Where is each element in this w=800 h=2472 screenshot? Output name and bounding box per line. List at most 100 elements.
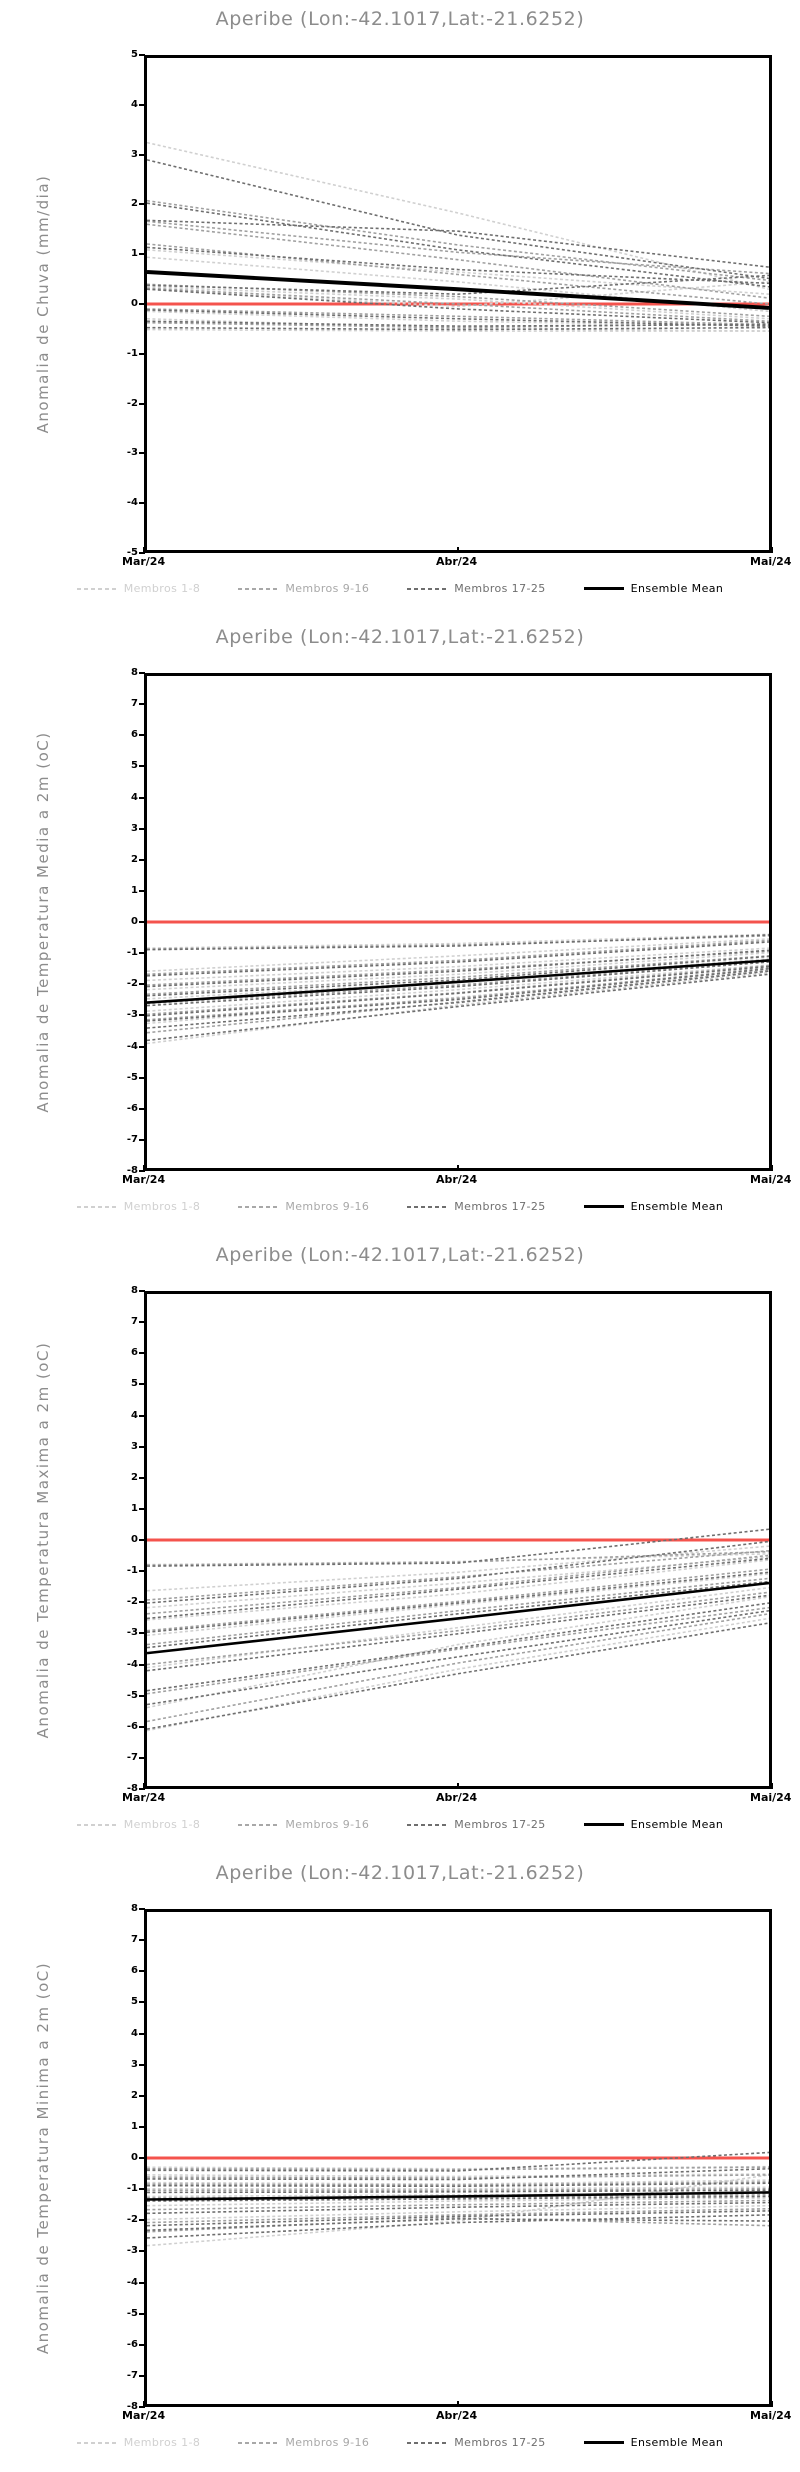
legend-item[interactable]: Membros 9-16 [238, 1818, 369, 1831]
y-tick-label: 4 [131, 1409, 138, 1421]
member-line [147, 326, 769, 331]
member-line [147, 202, 769, 288]
y-tick-label: -6 [126, 1102, 138, 1114]
member-line [147, 941, 769, 977]
x-tick-mark [457, 2401, 459, 2407]
panel-title: Aperibe (Lon:-42.1017,Lat:-21.6252) [215, 1862, 585, 1884]
legend-item[interactable]: Membros 9-16 [238, 582, 369, 595]
member-line [147, 287, 769, 323]
member-line [147, 2195, 769, 2202]
member-line [147, 223, 769, 299]
member-line [147, 308, 769, 326]
legend-item[interactable]: Membros 17-25 [407, 1818, 545, 1831]
x-tick-mark [457, 1783, 459, 1789]
y-tick-label: 0 [131, 2152, 138, 2163]
legend-label: Membros 1-8 [123, 582, 201, 595]
member-line [147, 971, 769, 1045]
y-tick-label: -7 [126, 1751, 138, 1763]
legend-swatch-line-icon [407, 1823, 448, 1826]
member-line [147, 1573, 769, 1637]
legend-label: Membros 1-8 [123, 1818, 201, 1831]
y-tick-label: -5 [126, 1071, 138, 1083]
legend-item[interactable]: Membros 17-25 [407, 2436, 545, 2449]
y-tick-label: -5 [126, 2307, 138, 2319]
y-tick-mark [139, 2281, 145, 2284]
y-tick-mark [139, 2125, 145, 2128]
x-tick-mark [771, 1783, 773, 1789]
member-line [147, 933, 769, 949]
member-line [147, 938, 769, 972]
x-tick-mark [143, 1783, 145, 1789]
x-tick-mark [771, 1165, 773, 1171]
legend-item[interactable]: Membros 1-8 [76, 1818, 201, 1831]
y-tick-label: 2 [131, 198, 138, 210]
member-line [147, 2181, 769, 2186]
y-tick-mark [139, 734, 145, 737]
legend-item[interactable]: Ensemble Mean [583, 1200, 724, 1213]
x-tick-label: Mar/24 [122, 2409, 166, 2422]
y-tick-label: 2 [131, 853, 138, 865]
y-tick-mark [139, 672, 145, 674]
y-axis-label: Anomalia de Temperatura Media a 2m (oC) [34, 731, 52, 1113]
x-tick-mark [457, 547, 459, 553]
y-tick-mark [139, 983, 145, 986]
y-tick-mark [139, 1352, 145, 1355]
y-tick-label: 1 [131, 1502, 138, 1514]
legend-item[interactable]: Ensemble Mean [583, 2436, 724, 2449]
panel-title: Aperibe (Lon:-42.1017,Lat:-21.6252) [215, 1244, 585, 1266]
x-tick-label: Mai/24 [750, 1791, 792, 1804]
legend-swatch-line-icon [583, 587, 624, 590]
legend-label: Membros 1-8 [123, 2436, 201, 2449]
legend-item[interactable]: Membros 1-8 [76, 1200, 201, 1213]
legend-item[interactable]: Membros 9-16 [238, 2436, 369, 2449]
legend-label: Membros 17-25 [454, 1818, 546, 1831]
member-line [147, 285, 769, 320]
y-tick-label: -1 [126, 2183, 138, 2195]
member-line [147, 2189, 769, 2194]
legend-item[interactable]: Membros 17-25 [407, 1200, 545, 1213]
y-tick-mark [139, 1570, 145, 1573]
legend-item[interactable]: Membros 1-8 [76, 582, 201, 595]
plot-area [144, 673, 772, 1171]
x-tick-mark [771, 547, 773, 553]
y-tick-label: -1 [126, 347, 138, 359]
member-line [147, 1596, 769, 1709]
x-tick-mark [143, 2401, 145, 2407]
y-tick-mark [139, 1138, 145, 1141]
member-line [147, 2218, 769, 2232]
member-line [147, 249, 769, 295]
legend-swatch-line-icon [238, 1823, 279, 1826]
legend-item[interactable]: Membros 17-25 [407, 582, 545, 595]
y-tick-label: 4 [131, 98, 138, 110]
y-tick-mark [139, 2250, 145, 2253]
y-tick-label: 2 [131, 1471, 138, 1483]
member-line [147, 1540, 769, 1604]
y-tick-label: 4 [131, 2027, 138, 2039]
series-canvas [147, 141, 769, 332]
legend-label: Ensemble Mean [630, 1200, 724, 1213]
member-line [147, 2210, 769, 2227]
y-tick-label: -6 [126, 1720, 138, 1732]
y-tick-label: -2 [126, 397, 138, 409]
legend-item[interactable]: Membros 1-8 [76, 2436, 201, 2449]
x-tick-mark [143, 1165, 145, 1171]
legend-item[interactable]: Membros 9-16 [238, 1200, 369, 1213]
legend-swatch-line-icon [76, 1205, 117, 1208]
legend-swatch-line-icon [76, 2441, 117, 2444]
series-canvas [147, 2151, 769, 2247]
legend-item[interactable]: Ensemble Mean [583, 582, 724, 595]
y-tick-mark [139, 1970, 145, 1973]
legend-label: Membros 1-8 [123, 1200, 201, 1213]
y-tick-mark [139, 1014, 145, 1017]
y-tick-mark [139, 103, 145, 106]
y-tick-mark [139, 452, 145, 455]
y-tick-label: -6 [126, 2338, 138, 2350]
y-tick-mark [139, 1076, 145, 1079]
member-line [147, 2151, 769, 2172]
member-line [147, 1591, 769, 1666]
y-tick-label: 6 [131, 1965, 138, 1977]
member-line [147, 2166, 769, 2171]
y-tick-label: 3 [131, 1440, 138, 1452]
legend-item[interactable]: Ensemble Mean [583, 1818, 724, 1831]
member-line [147, 1606, 769, 1695]
